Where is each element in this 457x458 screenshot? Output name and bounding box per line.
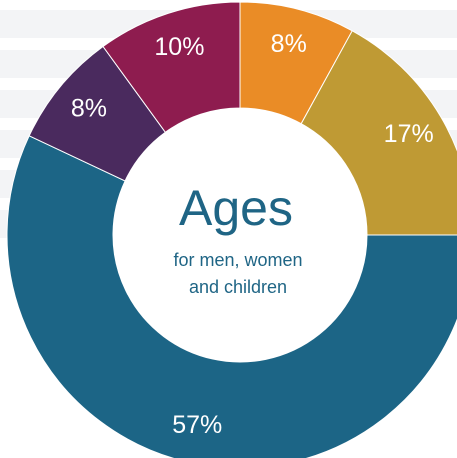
chart-title: Ages	[179, 180, 293, 236]
chart-subtitle-line-2: and children	[189, 277, 287, 297]
slice-label-4: 10%	[154, 33, 204, 61]
slice-label-0: 8%	[271, 30, 307, 58]
donut-hole	[113, 108, 367, 362]
slice-labels: 8% 17% 57% 8% 10%	[71, 30, 434, 439]
donut-slices	[6, 1, 457, 458]
slice-label-3: 8%	[71, 95, 107, 123]
slice-label-2: 57%	[172, 411, 222, 439]
chart-subtitle-line-1: for men, women	[173, 250, 302, 270]
slice-label-1: 17%	[384, 120, 434, 148]
